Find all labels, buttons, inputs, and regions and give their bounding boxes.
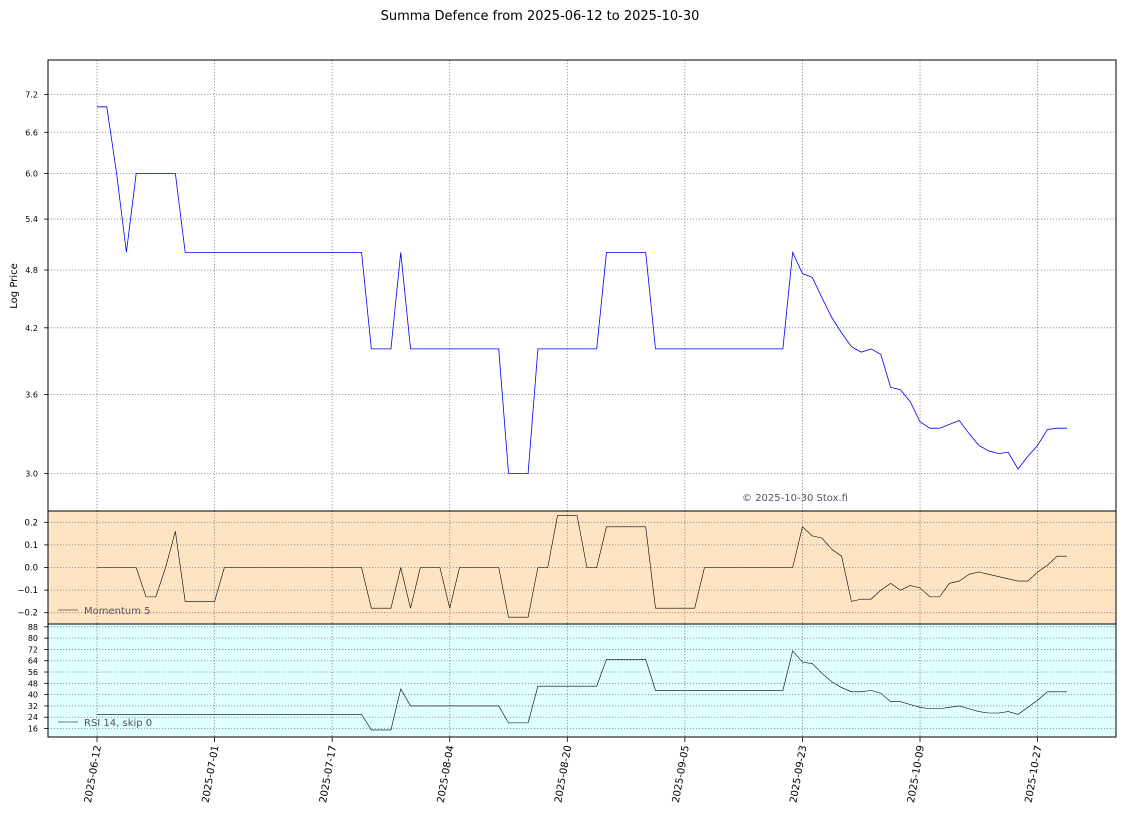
rsi-legend-label: RSI 14, skip 0 bbox=[84, 718, 152, 729]
x-axis: 2025-06-12 2025-07-01 2025-07-17 2025-08-04… bbox=[83, 737, 1045, 804]
price-y-tick-label: 3.6 bbox=[25, 390, 38, 399]
rsi-y-ticks: 16 24 32 40 48 56 64 72 80 88 bbox=[28, 623, 48, 734]
rsi-y-tick-label: 72 bbox=[28, 645, 38, 654]
watermark-text: © 2025-10-30 Stox.fi bbox=[742, 493, 848, 504]
rsi-y-tick-label: 88 bbox=[28, 623, 38, 632]
rsi-y-tick-label: 56 bbox=[28, 668, 38, 677]
rsi-grid bbox=[48, 624, 1116, 737]
chart-title: Summa Defence from 2025-06-12 to 2025-10… bbox=[381, 9, 700, 24]
price-line bbox=[97, 106, 1067, 474]
rsi-y-tick-label: 32 bbox=[28, 702, 38, 711]
momentum-y-tick-label: 0.0 bbox=[24, 564, 38, 574]
rsi-y-tick-label: 48 bbox=[28, 679, 38, 688]
price-y-tick-label: 6.0 bbox=[25, 169, 38, 178]
price-panel: 3.0 3.6 4.2 4.8 5.4 6.0 6.6 7.2 Log Price © 202… bbox=[9, 59, 1117, 512]
momentum-y-tick-label: −0.2 bbox=[17, 609, 38, 619]
x-tick-label: 2025-10-27 bbox=[1024, 745, 1045, 804]
rsi-line bbox=[97, 650, 1067, 731]
momentum-y-ticks: −0.2 −0.1 0.0 0.1 0.2 bbox=[17, 518, 48, 619]
x-tick-label: 2025-06-12 bbox=[83, 745, 104, 804]
rsi-y-tick-label: 64 bbox=[28, 657, 38, 666]
rsi-panel: 16 24 32 40 48 56 64 72 80 88 RSI 14, skip 0 bbox=[28, 623, 1117, 738]
rsi-y-tick-label: 40 bbox=[28, 691, 38, 700]
momentum-line bbox=[97, 515, 1067, 618]
x-tick-label: 2025-08-04 bbox=[436, 745, 457, 804]
price-y-axis-label: Log Price bbox=[9, 263, 20, 308]
x-tick-label: 2025-10-09 bbox=[906, 745, 927, 804]
x-tick-label: 2025-07-17 bbox=[318, 745, 339, 804]
rsi-panel-frame bbox=[47, 623, 1117, 738]
price-grid bbox=[48, 60, 1116, 511]
momentum-legend-label: Momentum 5 bbox=[84, 606, 151, 617]
momentum-y-tick-label: −0.1 bbox=[17, 586, 38, 596]
x-tick-label: 2025-09-05 bbox=[671, 745, 692, 804]
price-y-tick-label: 3.0 bbox=[25, 469, 38, 478]
rsi-y-tick-label: 16 bbox=[28, 725, 38, 734]
momentum-y-tick-label: 0.2 bbox=[24, 518, 38, 528]
price-y-tick-label: 7.2 bbox=[25, 91, 38, 100]
x-tick-label: 2025-07-01 bbox=[201, 745, 222, 804]
rsi-panel-background bbox=[48, 624, 1116, 737]
x-tick-label: 2025-09-23 bbox=[788, 745, 809, 804]
price-y-tick-label: 5.4 bbox=[25, 215, 38, 224]
price-y-tick-label: 4.8 bbox=[25, 266, 38, 275]
rsi-y-tick-label: 24 bbox=[28, 713, 38, 722]
price-panel-background bbox=[48, 60, 1116, 511]
momentum-panel: −0.2 −0.1 0.0 0.1 0.2 Momentum 5 bbox=[17, 510, 1117, 625]
momentum-y-tick-label: 0.1 bbox=[24, 541, 38, 551]
price-y-ticks: 3.0 3.6 4.2 4.8 5.4 6.0 6.6 7.2 bbox=[25, 91, 48, 478]
price-y-tick-label: 6.6 bbox=[25, 128, 38, 137]
price-y-tick-label: 4.2 bbox=[25, 324, 38, 333]
x-tick-label: 2025-08-20 bbox=[553, 745, 574, 804]
rsi-y-tick-label: 80 bbox=[28, 634, 38, 643]
